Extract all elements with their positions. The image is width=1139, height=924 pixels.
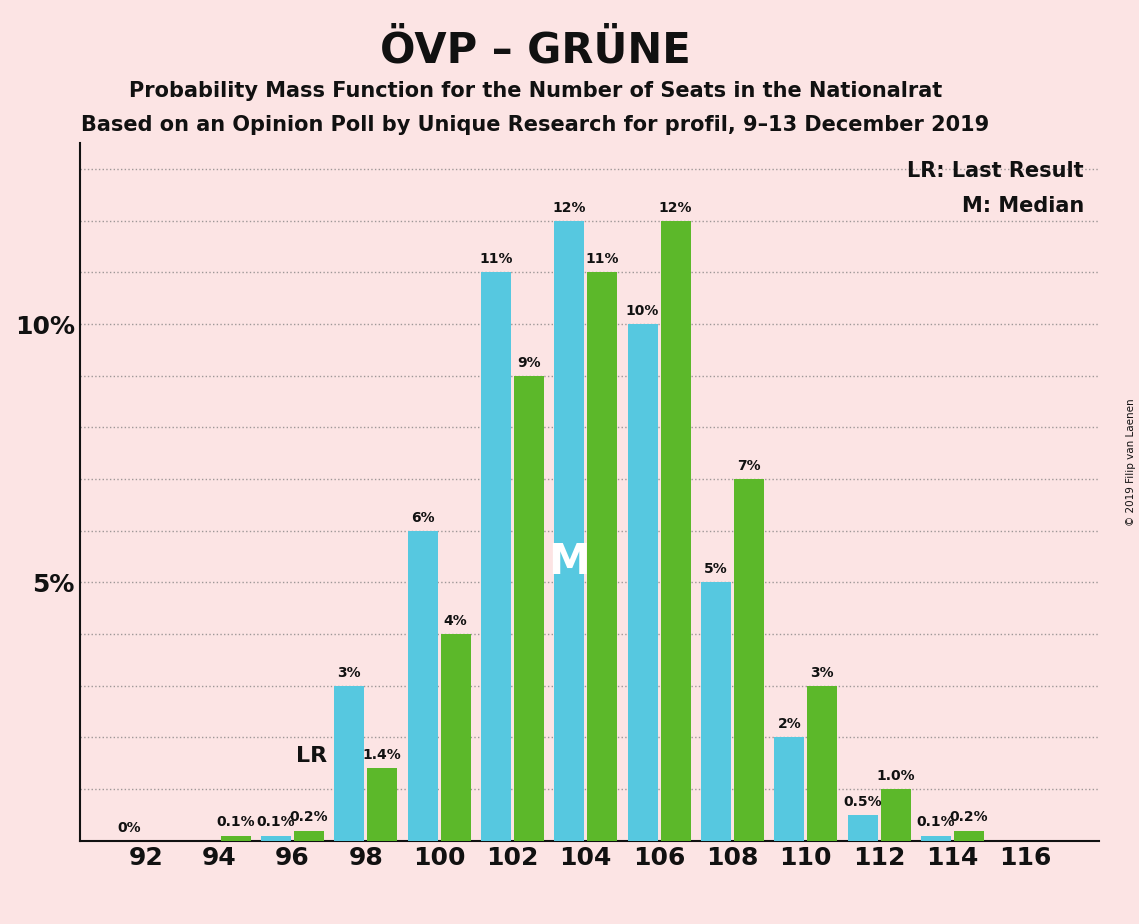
Bar — [734, 480, 764, 841]
Bar — [555, 221, 584, 841]
Text: LR: Last Result: LR: Last Result — [908, 161, 1084, 181]
Bar — [481, 273, 511, 841]
Text: 11%: 11% — [585, 252, 618, 266]
Bar — [628, 324, 657, 841]
Bar — [921, 835, 951, 841]
Text: 12%: 12% — [658, 201, 693, 214]
Text: 1.0%: 1.0% — [876, 769, 915, 783]
Text: © 2019 Filip van Laenen: © 2019 Filip van Laenen — [1126, 398, 1136, 526]
Bar — [334, 686, 364, 841]
Text: 11%: 11% — [480, 252, 513, 266]
Text: 3%: 3% — [811, 665, 834, 680]
Text: LR: LR — [296, 746, 327, 766]
Text: ÖVP – GRÜNE: ÖVP – GRÜNE — [380, 30, 690, 71]
Bar — [880, 789, 911, 841]
Bar — [294, 831, 323, 841]
Text: 9%: 9% — [517, 356, 541, 370]
Text: 5%: 5% — [704, 563, 728, 577]
Text: 0.1%: 0.1% — [917, 816, 956, 830]
Text: 10%: 10% — [626, 304, 659, 318]
Bar — [954, 831, 984, 841]
Text: Probability Mass Function for the Number of Seats in the Nationalrat: Probability Mass Function for the Number… — [129, 81, 942, 102]
Text: 3%: 3% — [337, 665, 361, 680]
Bar — [261, 835, 290, 841]
Bar — [847, 815, 878, 841]
Text: M: Median: M: Median — [961, 196, 1084, 215]
Bar — [367, 769, 398, 841]
Text: M: M — [549, 541, 590, 583]
Bar — [441, 634, 470, 841]
Bar — [588, 273, 617, 841]
Bar — [408, 530, 437, 841]
Bar — [700, 582, 731, 841]
Text: 0.5%: 0.5% — [843, 795, 882, 808]
Bar — [775, 737, 804, 841]
Text: 1.4%: 1.4% — [363, 748, 402, 762]
Text: 0.2%: 0.2% — [289, 810, 328, 824]
Text: 12%: 12% — [552, 201, 585, 214]
Text: 4%: 4% — [444, 614, 467, 628]
Text: 0%: 0% — [117, 821, 141, 834]
Text: 0.2%: 0.2% — [950, 810, 989, 824]
Text: Based on an Opinion Poll by Unique Research for profil, 9–13 December 2019: Based on an Opinion Poll by Unique Resea… — [81, 115, 990, 135]
Text: 7%: 7% — [737, 459, 761, 473]
Bar — [221, 835, 251, 841]
Text: 0.1%: 0.1% — [256, 816, 295, 830]
Bar — [514, 376, 544, 841]
Bar — [808, 686, 837, 841]
Bar — [661, 221, 690, 841]
Text: 6%: 6% — [411, 511, 434, 525]
Text: 2%: 2% — [778, 717, 801, 731]
Text: 0.1%: 0.1% — [216, 816, 255, 830]
